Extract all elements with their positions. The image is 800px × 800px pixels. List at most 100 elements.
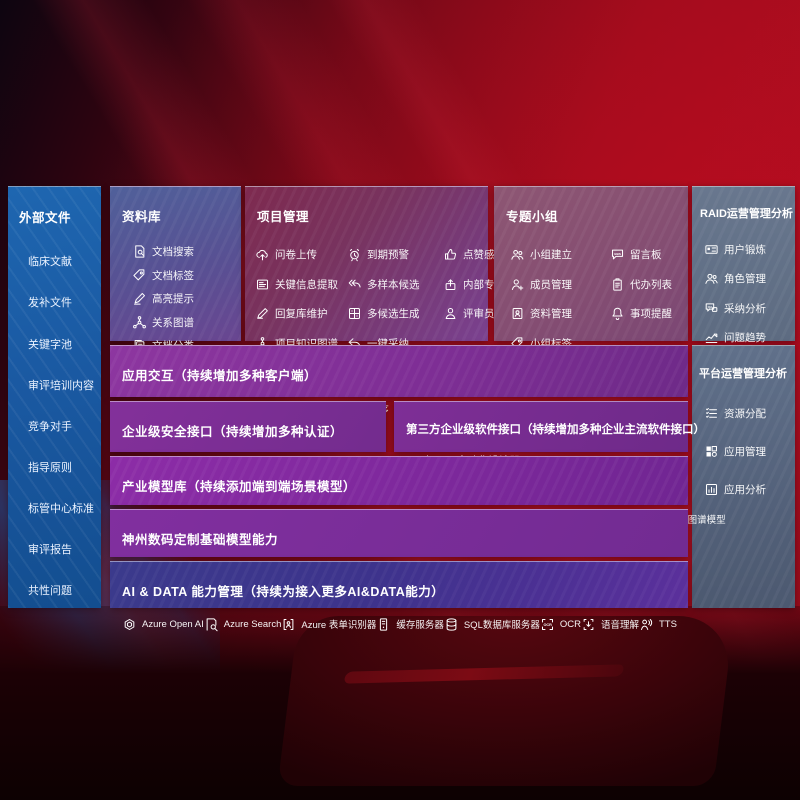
panel-data-library: 资料库 文档搜索文档标签高亮提示关系图谱文档分类 — [110, 186, 241, 352]
tts-icon — [639, 617, 654, 632]
ai-capability-item-label: OCR — [559, 618, 581, 630]
speech-icon — [581, 617, 596, 632]
external-file-item: 竞争对手 — [28, 418, 101, 434]
panel-external-files: 外部文件 临床文献 发补文件 关键字池 审评培训内容 竞争对手 指导原则 标管中心标准 审评报… — [8, 186, 101, 608]
band-enterprise-security: 企业级安全接口（持续增加多种认证） AD/AAD本地账号组织定义 — [110, 401, 386, 472]
tag-icon — [132, 268, 147, 283]
project-item-label: 回复库维护 — [275, 308, 328, 320]
openai-icon — [122, 617, 137, 632]
special-groups-grid: 小组建立 留言板 成员管理 代办列表 资料管理 事项提醒 小组标签 — [494, 236, 688, 362]
external-file-item-label: 审评培训内容 — [28, 379, 94, 392]
background-laptop-slot — [343, 664, 625, 684]
project-item: 多候选生成 — [347, 306, 443, 321]
project-management-grid: 问卷上传到期预警点赞感谢关键信息提取多样本候选内部专家排名回复库维护多候选生成评… — [245, 236, 526, 362]
ai-capability-item: 语音理解 — [581, 617, 639, 632]
clipboard-icon — [610, 277, 625, 292]
band-app-interaction: 应用交互（持续增加多种客户端） H5Teams企业微信小程序公众号Web飘窗门户… — [110, 345, 688, 416]
group-item-label: 事项提醒 — [630, 308, 672, 320]
raid-item-label: 采纳分析 — [724, 302, 766, 315]
band-title: 产业模型库（持续添加端到端场景模型） — [122, 480, 357, 495]
project-item: 到期预警 — [347, 247, 443, 262]
people-outline-icon — [704, 271, 719, 286]
group-item-label: 成员管理 — [530, 278, 572, 291]
ai-capability-item-label: 语音理解 — [600, 620, 639, 632]
cloud-upload-icon — [255, 247, 270, 262]
edit-pen-icon — [255, 306, 270, 321]
ai-capability-item: Azure 表单识别器 — [281, 617, 376, 632]
platform-analytics-list: 资源分配 应用管理 应用分析 — [692, 390, 795, 497]
external-file-item: 关键字池 — [28, 336, 101, 352]
person-add-icon — [510, 277, 525, 292]
project-item: 多样本候选 — [347, 277, 443, 292]
external-file-item: 审评培训内容 — [28, 377, 101, 393]
panel-title: 外部文件 — [19, 211, 72, 226]
panel-platform-analytics: 平台运营管理分析 资源分配 应用管理 应用分析 — [692, 345, 795, 608]
platform-item: 资源分配 — [704, 406, 795, 421]
external-file-item-label: 竞争对手 — [28, 420, 72, 433]
highlight-pen-icon — [132, 291, 147, 306]
band-title: 第三方企业级软件接口（持续增加多种企业主流软件接口） — [406, 423, 705, 436]
group-item-label: 资料管理 — [530, 308, 572, 320]
raid-item: 采纳分析 — [704, 301, 795, 316]
ai-capability-item-label: Azure 表单识别器 — [301, 620, 377, 632]
band-industry-models: 产业模型库（持续添加端到端场景模型） 特定行业的文件识别特定行业的票据识别特定行… — [110, 456, 726, 526]
library-item-label: 文档搜索 — [152, 246, 194, 259]
external-file-item-label: 发补文件 — [28, 297, 72, 310]
external-file-item: 标管中心标准 — [28, 500, 101, 516]
panel-title: RAID运营管理分析 — [700, 208, 793, 221]
external-file-item: 发补文件 — [28, 294, 101, 310]
rank-icon — [443, 277, 458, 292]
group-item-label: 小组建立 — [530, 249, 572, 261]
chart-box-icon — [704, 482, 719, 497]
person-icon — [443, 306, 458, 321]
ai-capability-item: OCR — [540, 617, 581, 632]
band-title: 应用交互（持续增加多种客户端） — [122, 369, 318, 384]
group-item: 事项提醒 — [610, 306, 688, 321]
project-item-label: 关键信息提取 — [275, 278, 338, 291]
raid-item-label: 用户锻炼 — [724, 243, 766, 256]
platform-item-label: 资源分配 — [724, 408, 766, 421]
panel-title: 平台运营管理分析 — [699, 368, 787, 381]
external-file-item: 临床文献 — [28, 253, 101, 269]
group-item: 留言板 — [610, 247, 688, 262]
external-file-item-label: 临床文献 — [28, 256, 72, 269]
band-title: AI & DATA 能力管理（持续为接入更多AI&DATA能力） — [122, 585, 445, 600]
ai-capability-item: 缓存服务器 — [376, 617, 444, 632]
bbs-icon — [610, 247, 625, 262]
qa-chat-icon — [704, 301, 719, 316]
ai-capability-item-label: Azure Search — [223, 618, 282, 630]
background-laptop-silhouette — [277, 616, 735, 786]
panel-special-groups: 专题小组 小组建立 留言板 成员管理 代办列表 资料管理 事项提醒 小组标签 — [494, 186, 688, 350]
people-icon — [510, 247, 525, 262]
band-ai-data: AI & DATA 能力管理（持续为接入更多AI&DATA能力） Azure O… — [110, 561, 688, 631]
raid-item-label: 问题趋势 — [724, 332, 766, 344]
panel-title: 项目管理 — [257, 210, 310, 225]
doc-search-icon — [132, 244, 147, 259]
external-files-list: 临床文献 发补文件 关键字池 审评培训内容 竞争对手 指导原则 标管中心标准 审评报告 共性问题 — [8, 237, 101, 621]
library-item: 文档搜索 — [132, 244, 241, 259]
band-base-models: 神州数码定制基础模型能力 机器翻译关键实体摘要对话内容合成 — [110, 509, 688, 580]
external-file-item: 指导原则 — [28, 459, 101, 475]
group-item: 成员管理 — [510, 277, 610, 292]
platform-item-label: 应用分析 — [724, 484, 766, 497]
bell-icon — [610, 306, 625, 321]
ai-capability-item-label: SQL数据库服务器 — [463, 620, 540, 632]
database-icon — [444, 617, 459, 632]
raid-analytics-list: 用户锻炼 角色管理 采纳分析 问题趋势 — [692, 230, 795, 358]
external-file-item: 共性问题 — [28, 582, 101, 598]
project-item: 回复库维护 — [255, 306, 347, 321]
project-item: 问卷上传 — [255, 247, 347, 262]
ai-capability-item: Azure Search — [204, 617, 282, 632]
group-item: 资料管理 — [510, 306, 610, 321]
background-bottom-shade — [0, 606, 800, 800]
project-item: 关键信息提取 — [255, 277, 347, 292]
generate-grid-icon — [347, 306, 362, 321]
grid-icon — [704, 444, 719, 459]
library-item-label: 文档标签 — [152, 269, 194, 282]
ai-capability-item: Azure Open AI — [122, 617, 204, 632]
panel-title: 专题小组 — [506, 210, 559, 225]
thumbs-up-icon — [443, 247, 458, 262]
list-icon — [704, 406, 719, 421]
band-title: 神州数码定制基础模型能力 — [122, 533, 279, 548]
